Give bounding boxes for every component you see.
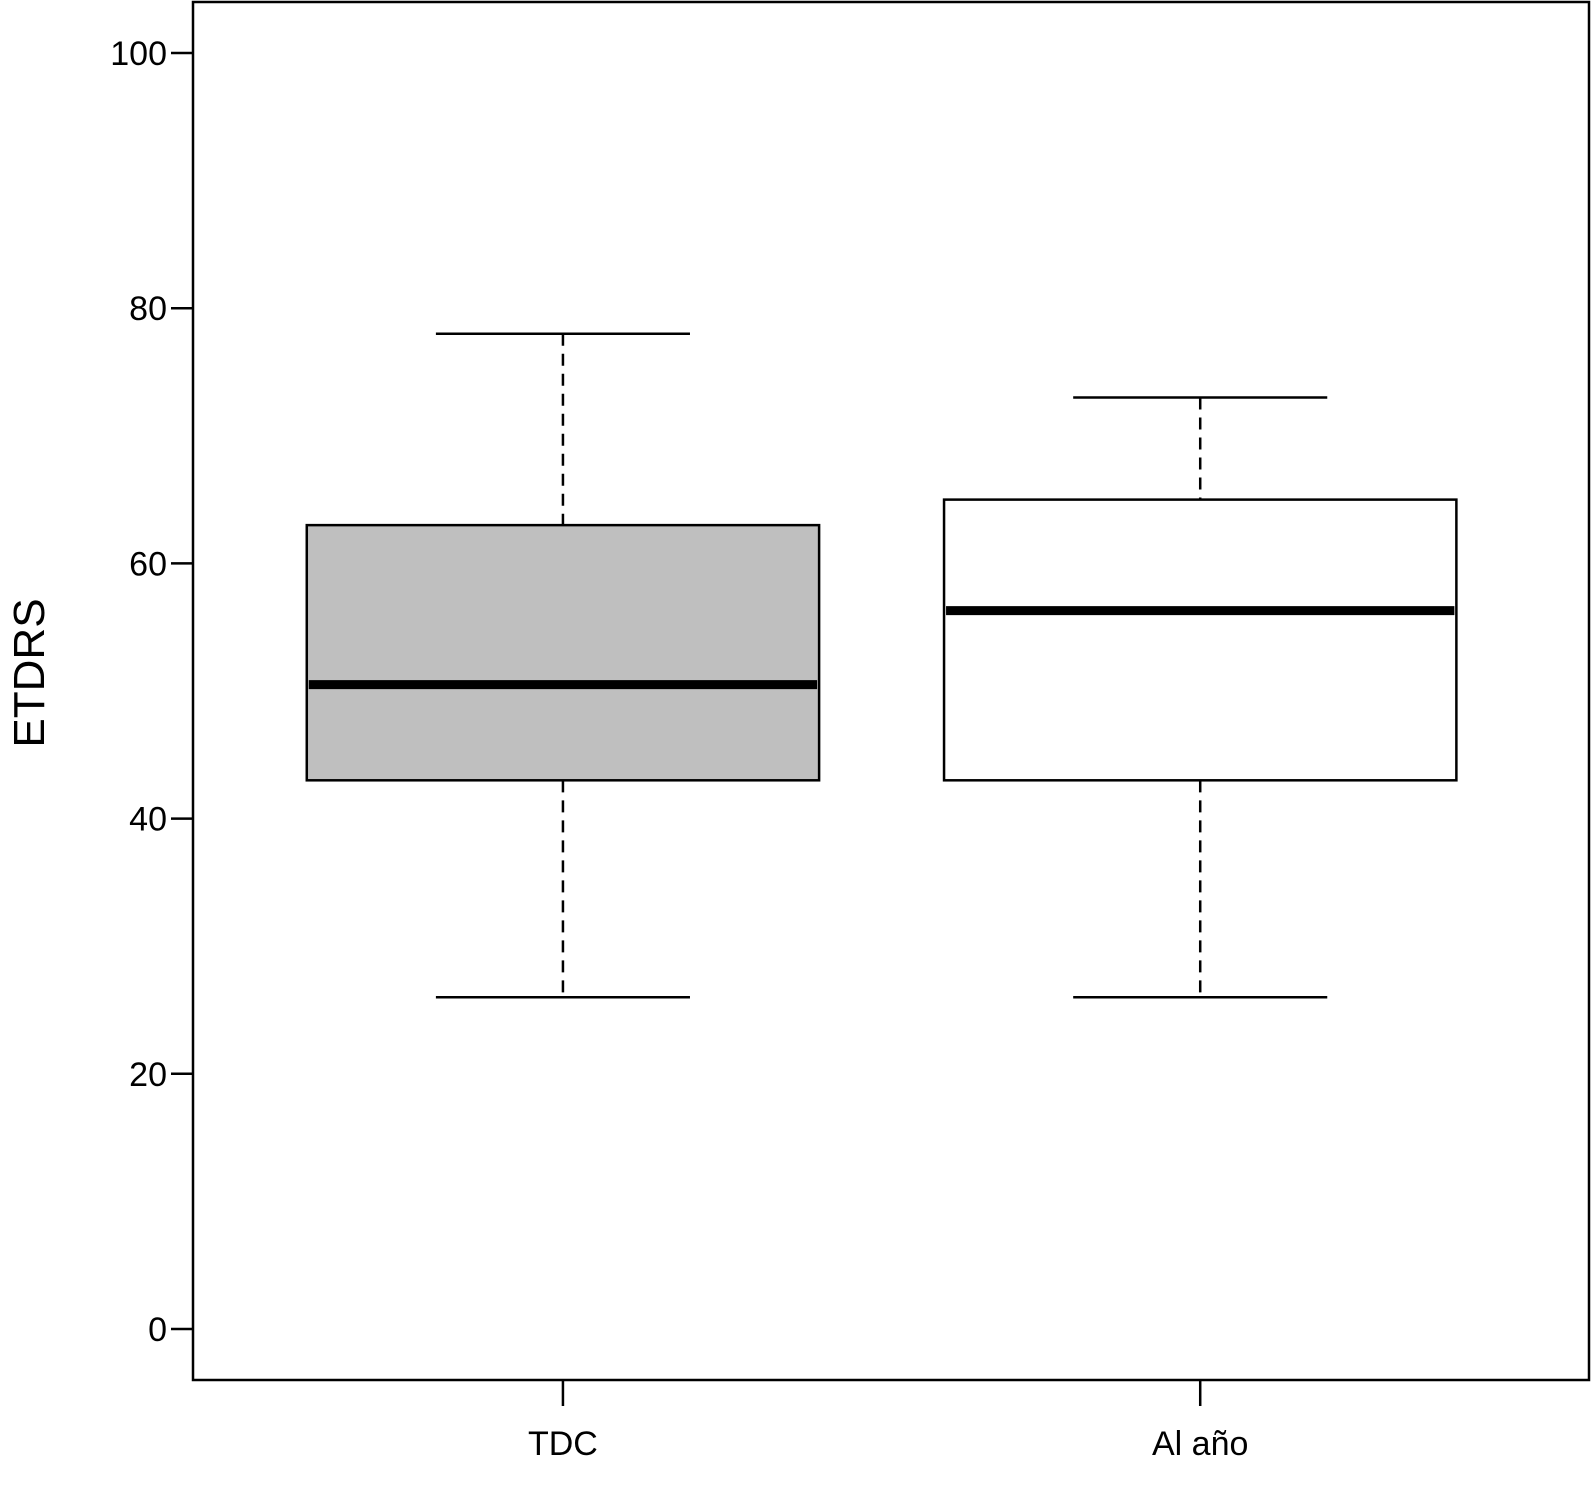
box-1 bbox=[942, 396, 1458, 999]
boxes bbox=[305, 332, 1458, 999]
y-axis: 0 20 40 60 80 100 bbox=[110, 35, 193, 1349]
iqr-box-0 bbox=[305, 523, 821, 782]
x-axis: TDC Al año bbox=[528, 1380, 1248, 1463]
y-tick-label-60: 60 bbox=[129, 545, 167, 583]
y-tick-label-100: 100 bbox=[110, 35, 167, 73]
x-category-label-1: Al año bbox=[1152, 1425, 1248, 1463]
box-0 bbox=[305, 332, 821, 999]
y-tick-label-40: 40 bbox=[129, 801, 167, 839]
y-tick-label-80: 80 bbox=[129, 290, 167, 328]
plot-frame bbox=[191, 0, 1591, 1382]
y-tick-label-20: 20 bbox=[129, 1056, 167, 1094]
x-category-label-0: TDC bbox=[528, 1425, 598, 1463]
y-tick-label-0: 0 bbox=[148, 1311, 167, 1349]
y-axis-title: ETDRS bbox=[5, 598, 54, 747]
iqr-box-1 bbox=[942, 498, 1458, 782]
